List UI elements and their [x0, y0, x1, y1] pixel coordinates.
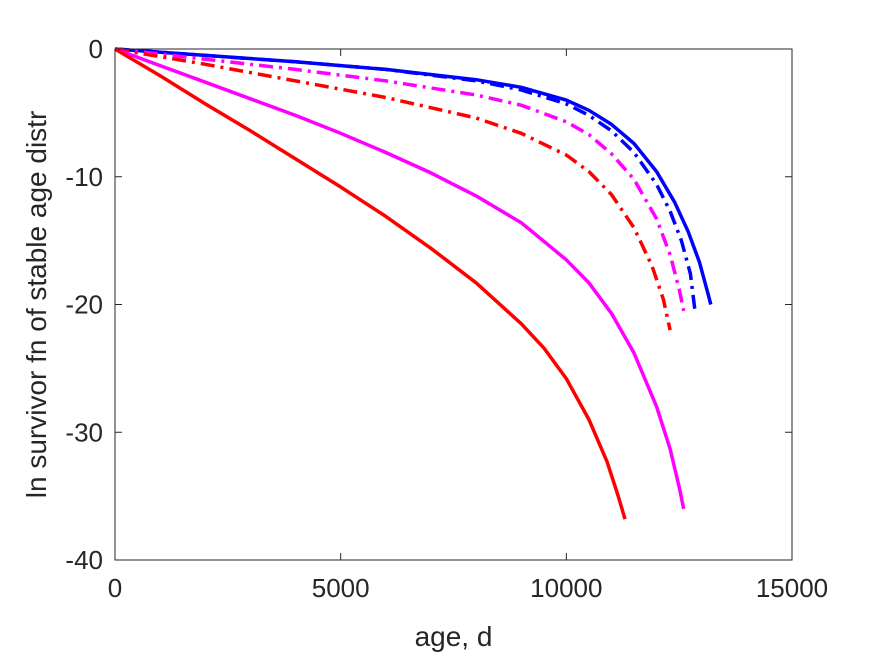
ticks-layer: 0 5000 10000 15000 0 -10 -20 -30 -40: [65, 34, 828, 603]
x-tick-label: 5000: [312, 573, 370, 603]
x-axis-label: age, d: [415, 621, 493, 652]
plot-area-background: [115, 49, 792, 560]
series-line-3: [114, 47, 686, 312]
x-tick-label: 0: [108, 573, 122, 603]
series-line-1: [114, 47, 713, 305]
x-tick-label: 15000: [756, 573, 828, 603]
y-tick-label: -20: [65, 290, 103, 320]
y-axis-label: ln survivor fn of stable age distr: [21, 111, 52, 499]
series-line-6: [114, 47, 627, 520]
series-line-5: [114, 47, 686, 510]
y-tick-label: -10: [65, 162, 103, 192]
y-tick-label: -40: [65, 545, 103, 575]
series-layer: [114, 47, 713, 520]
y-tick-label: 0: [89, 34, 103, 64]
y-tick-label: -30: [65, 417, 103, 447]
x-tick-label: 10000: [530, 573, 602, 603]
series-line-4: [114, 47, 672, 331]
series-line-2: [114, 47, 697, 312]
